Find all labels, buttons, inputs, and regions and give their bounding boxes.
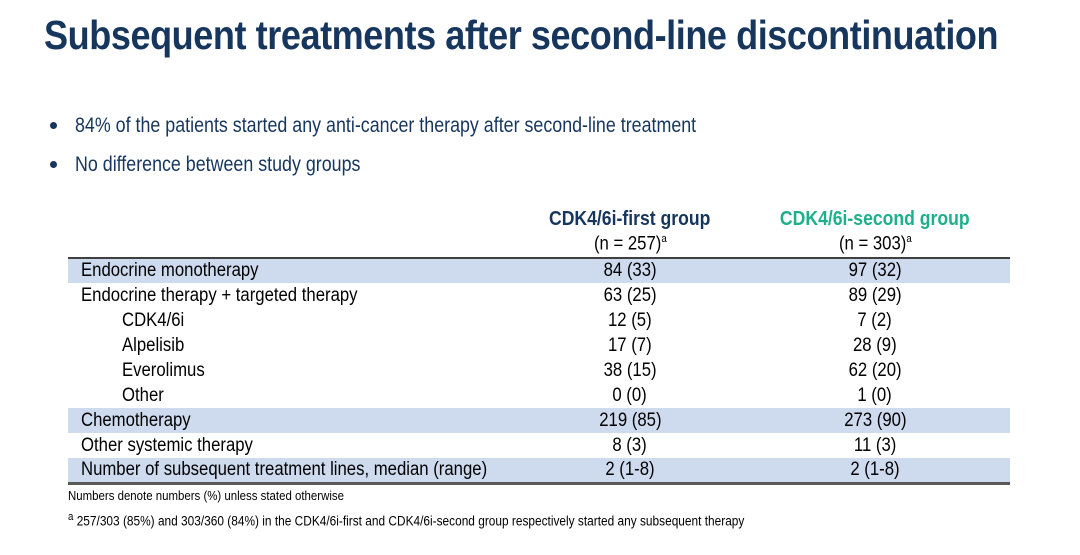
header-first-group-n: (n = 257)a [593,233,667,255]
table-row: Chemotherapy 219 (85) 273 (90) [68,408,1010,433]
table-row: CDK4/6i 12 (5) 7 (2) [68,308,1010,333]
value-second-group: 62 (20) [848,359,902,381]
table-row: Everolimus 38 (15) 62 (20) [68,358,1010,383]
table-row: Endocrine monotherapy 84 (33) 97 (32) [68,258,1010,283]
value-second-group: 89 (29) [848,284,902,306]
value-second-group: 97 (32) [848,260,902,281]
header-first-group: CDK4/6i-first group [549,207,711,230]
value-second-group: 11 (3) [853,434,897,456]
row-label: Other [122,384,164,406]
page-title-text: Subsequent treatments after second-line … [44,12,999,58]
table-row: Endocrine therapy + targeted therapy 63 (… [68,283,1010,308]
row-label: Endocrine therapy + targeted therapy [81,284,358,306]
bullet-text: 84% of the patients started any anti-can… [75,113,697,137]
header-empty-cell [68,232,520,258]
row-label: Alpelisib [122,334,185,356]
value-first-group: 12 (5) [608,309,652,331]
table-row: Other 0 (0) 1 (0) [68,383,1010,408]
bullet-item: 84% of the patients started any anti-can… [50,106,806,145]
bullet-item: No difference between study groups [50,145,806,184]
row-label: Other systemic therapy [81,434,253,456]
treatments-table: CDK4/6i-first group CDK4/6i-second group… [68,206,1010,485]
footnote-marker: a [68,511,74,523]
value-first-group: 0 (0) [612,384,648,406]
value-second-group: 2 (1-8) [850,458,900,480]
header-empty-cell [68,206,520,232]
table-row: Other systemic therapy 8 (3) 11 (3) [68,433,1010,458]
value-first-group: 2 (1-8) [605,458,655,480]
footnote-units: Numbers denote numbers (%) unless stated… [68,488,344,503]
value-second-group: 273 (90) [843,409,907,431]
value-second-group: 7 (2) [857,309,893,331]
value-second-group: 28 (9) [853,334,897,356]
row-label: Chemotherapy [81,409,191,431]
value-first-group: 63 (25) [603,284,657,306]
row-label: Number of subsequent treatment lines, me… [81,458,488,480]
table-row: Number of subsequent treatment lines, me… [68,458,1010,483]
row-label: Everolimus [122,359,205,381]
value-first-group: 17 (7) [608,334,652,356]
header-second-group-n: (n = 303)a [838,233,912,255]
bullet-text: No difference between study groups [75,152,361,176]
value-first-group: 84 (33) [603,260,657,281]
bullet-list: 84% of the patients started any anti-can… [50,106,806,184]
footnote-a: a 257/303 (85%) and 303/360 (84%) in the… [68,511,745,529]
header-row-groups: CDK4/6i-first group CDK4/6i-second group [68,206,1010,232]
header-second-group: CDK4/6i-second group [780,207,970,230]
page-title: Subsequent treatments after second-line … [44,12,1080,59]
footnote-marker: a [660,233,667,246]
header-row-n: (n = 257)a (n = 303)a [68,232,1010,258]
row-label: CDK4/6i [122,309,185,331]
table-row: Alpelisib 17 (7) 28 (9) [68,333,1010,358]
footnote-marker: a [905,233,912,246]
bullet-icon [50,122,57,129]
value-first-group: 8 (3) [612,434,648,456]
row-label: Endocrine monotherapy [81,260,259,281]
value-second-group: 1 (0) [857,384,893,406]
table-header: CDK4/6i-first group CDK4/6i-second group… [68,206,1010,258]
value-first-group: 219 (85) [598,409,662,431]
value-first-group: 38 (15) [603,359,657,381]
treatment-table-body: Endocrine monotherapy 84 (33) 97 (32) Endoc… [68,258,1010,483]
bullet-icon [50,161,57,168]
